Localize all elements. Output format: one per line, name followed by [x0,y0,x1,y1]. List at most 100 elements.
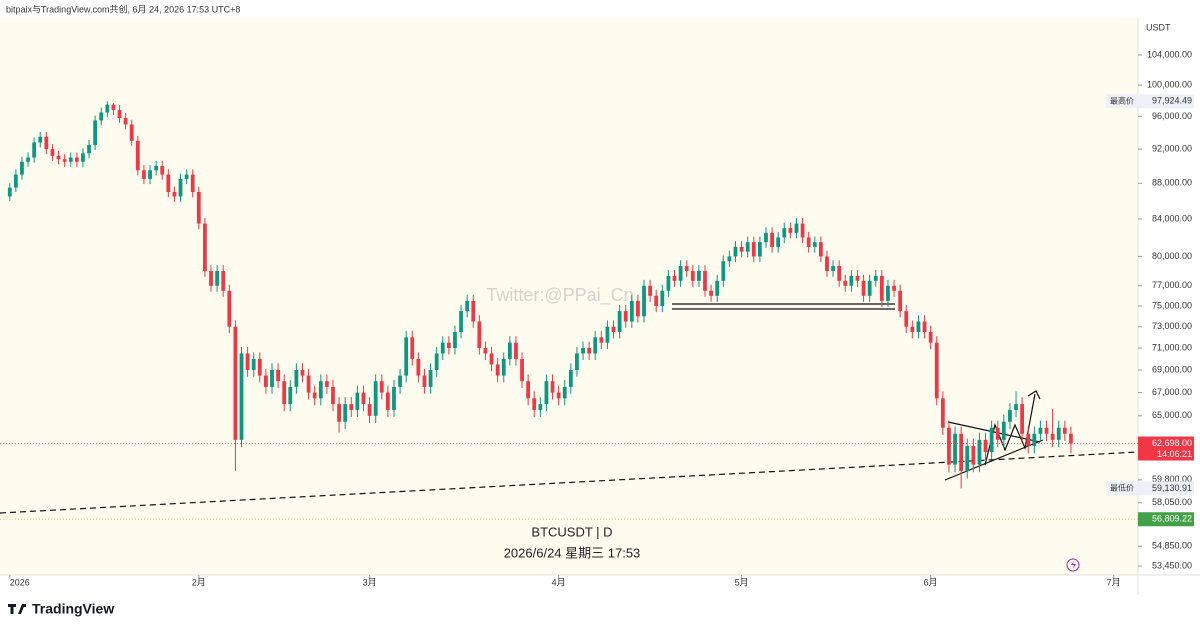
candle-body [764,232,768,243]
candle-body [74,157,79,162]
candle-body [983,439,988,453]
y-tick-label: 67,000.00 [1152,387,1192,397]
candle-body [355,392,360,410]
candle-body [995,427,1000,440]
candle-body [105,104,110,113]
candle-body [349,404,354,410]
candle-body [123,118,128,125]
candle-body [684,266,689,271]
alert-icon [1066,558,1080,572]
y-tick-label: 104,000.00 [1147,49,1192,59]
candle-body [849,275,854,286]
candle-body [20,161,24,175]
candle-body [26,157,30,162]
candle-body [135,140,140,171]
candle-body [154,165,159,171]
candle-body [654,295,659,306]
candle-body [56,155,61,160]
x-tick-label: 6月 [924,577,938,587]
candle-body [928,332,933,343]
candle-body [776,237,781,247]
candle-body [617,311,622,333]
candle-body [379,381,384,393]
candle-body [660,290,665,306]
y-tick-label: 100,000.00 [1147,79,1192,89]
candle-body [489,353,494,365]
candle-body [68,157,73,162]
candle-body [940,398,945,428]
y-tick-label: 65,000.00 [1152,410,1192,420]
candle-body [507,342,512,359]
y-tick-label: 58,050.00 [1152,497,1192,507]
marker-name-box [1106,94,1138,109]
candle-body [837,266,842,281]
candle-body [672,275,677,281]
candle-body [812,242,817,247]
candle-body [1020,404,1025,434]
candle-body [459,311,463,333]
y-tick-label: 77,000.00 [1152,280,1192,290]
candle-body [190,174,195,193]
candle-body [495,364,500,376]
candle-body [337,404,341,422]
candle-body [715,280,720,296]
candle-body [361,392,366,405]
candle-body [831,266,835,271]
candle-body [648,285,653,296]
candle-body [7,187,12,197]
candle-body [757,242,762,257]
candle-body [568,369,573,387]
candle-body [642,285,646,317]
candle-body [398,375,402,387]
candle-body [818,242,823,257]
candle-body [751,242,756,257]
candle-body [636,300,640,317]
brand: TradingView [32,601,114,617]
countdown-label: 14:06:21 [1157,449,1192,459]
candle-body [270,369,274,387]
candle-body [690,270,695,281]
candle-body [166,174,171,193]
level-label: 56,809.22 [1152,514,1192,524]
candle-body [965,445,970,471]
symbol-label: BTCUSDT | D [531,524,612,539]
candle-body [13,174,18,188]
candle-body [1026,433,1031,446]
candle-body [203,223,207,271]
candle-body [44,136,49,150]
candle-body [477,321,482,349]
candle-body [416,358,421,376]
candle-body [483,348,488,354]
candle-body [526,381,531,399]
candle-body [904,311,909,327]
candle-body [806,237,811,247]
timestamp: 2026/6/24 星期三 17:53 [504,545,641,560]
candle-body [300,369,305,376]
candle-body [825,256,829,271]
last-price-badge [1138,436,1194,461]
y-tick-label: 75,000.00 [1152,300,1192,310]
y-tick-label: 96,000.00 [1152,111,1192,121]
candle-body [562,386,567,399]
candle-body [227,290,232,327]
candle-body [971,445,976,465]
candle-body [581,348,585,354]
candle-body [782,228,787,238]
candle-body [1062,427,1067,434]
candle-body [81,153,85,162]
candle-body [599,337,604,343]
y-tick-label: 59,800.00 [1152,474,1192,484]
candle-body [800,223,805,238]
candle-body [282,381,287,405]
candle-body [215,270,220,286]
candle-body [1044,427,1049,434]
candle-body [678,266,683,281]
candle-body [739,246,744,252]
candle-body [1001,421,1006,440]
currency: USDT [1146,22,1171,32]
candle-body [453,332,457,349]
y-tick-label: 92,000.00 [1152,143,1192,153]
candle-body [989,427,994,453]
